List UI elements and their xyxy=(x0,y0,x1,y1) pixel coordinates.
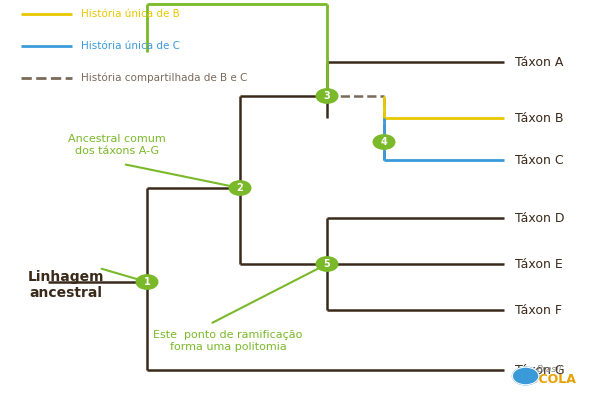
Circle shape xyxy=(316,89,338,103)
Text: Brasil: Brasil xyxy=(536,365,562,374)
Text: Táxon F: Táxon F xyxy=(515,304,562,316)
Text: ESCOLA: ESCOLA xyxy=(521,373,577,386)
Text: Táxon B: Táxon B xyxy=(515,112,563,124)
Text: Táxon C: Táxon C xyxy=(515,154,563,166)
Text: 4: 4 xyxy=(380,137,388,147)
Text: Ancestral comum
dos táxons A-G: Ancestral comum dos táxons A-G xyxy=(68,134,166,156)
Circle shape xyxy=(316,257,338,271)
Text: 3: 3 xyxy=(323,91,331,101)
Text: Este  ponto de ramificação
forma uma politomia: Este ponto de ramificação forma uma poli… xyxy=(154,330,302,352)
Circle shape xyxy=(373,135,395,149)
Text: História compartilhada de B e C: História compartilhada de B e C xyxy=(81,73,247,83)
Text: História única de B: História única de B xyxy=(81,9,180,19)
Text: História única de C: História única de C xyxy=(81,41,180,51)
Text: Linhagem
ancestral: Linhagem ancestral xyxy=(28,270,104,300)
Text: 2: 2 xyxy=(236,183,244,193)
Circle shape xyxy=(512,367,539,385)
Text: Táxon G: Táxon G xyxy=(515,364,565,376)
Circle shape xyxy=(136,275,158,289)
Text: Táxon D: Táxon D xyxy=(515,212,564,224)
Text: 5: 5 xyxy=(323,259,331,269)
Circle shape xyxy=(229,181,251,195)
Text: Táxon E: Táxon E xyxy=(515,258,563,270)
Text: 1: 1 xyxy=(143,277,151,287)
Text: Táxon A: Táxon A xyxy=(515,56,563,68)
